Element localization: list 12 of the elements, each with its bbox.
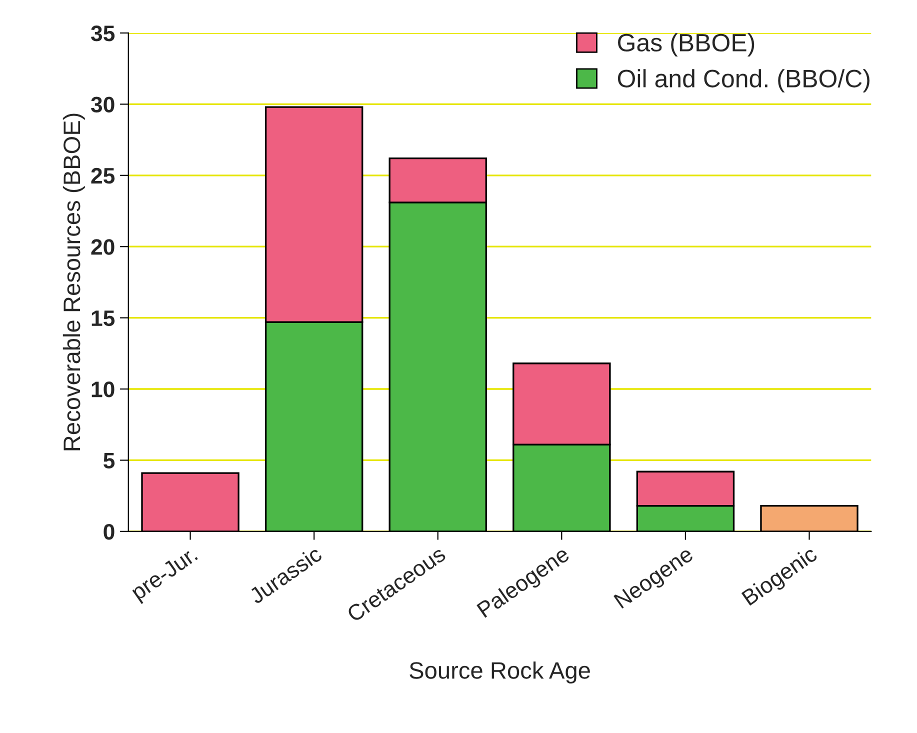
legend-label: Gas (BBOE) — [618, 33, 754, 56]
y-tick-label: 20 — [91, 239, 114, 255]
y-tick-label: 5 — [104, 452, 115, 468]
y-tick-label: 30 — [90, 96, 114, 112]
legend-label: Oil and Cond. (BBO/C) — [618, 69, 870, 92]
y-tick-label: 0 — [104, 524, 114, 540]
x-axis-title: Source Rock Age — [410, 661, 590, 684]
y-tick-label: 35 — [90, 26, 115, 42]
y-tick-label: 25 — [91, 168, 115, 184]
y-tick-label: 10 — [92, 382, 114, 398]
y-axis-title: Recoverable Resources (BBOE) — [62, 114, 85, 450]
y-tick-label: 15 — [92, 310, 115, 326]
